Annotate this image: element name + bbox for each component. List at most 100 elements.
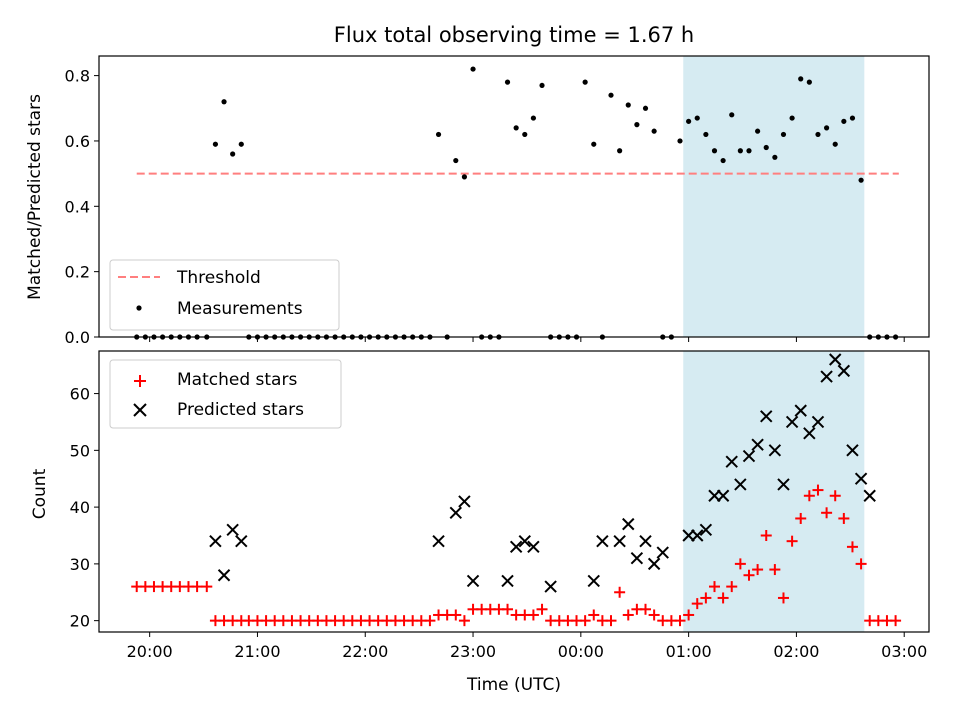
measurement-point [815, 131, 821, 138]
measurement-point [212, 141, 219, 147]
top-legend: Threshold Measurements [109, 259, 340, 331]
predicted-star-marker [760, 410, 773, 423]
measurement-point [686, 118, 692, 124]
measurement-point [703, 131, 709, 138]
measurement-point [504, 79, 511, 85]
matched-star-marker [191, 581, 203, 593]
predicted-star-marker [768, 444, 782, 457]
top-y-tick-label: 0.2 [65, 263, 90, 282]
measurement-point [513, 125, 519, 131]
matched-star-marker [605, 615, 617, 627]
matched-star-marker [777, 592, 789, 604]
measurement-point [634, 122, 640, 128]
measurement-point [755, 128, 761, 134]
measurement-point [720, 157, 726, 164]
predicted-star-marker [863, 489, 876, 502]
measurement-point [591, 141, 597, 147]
predicted-star-marker [846, 444, 859, 457]
matched-star-marker [201, 581, 213, 593]
top-y-ticks: 0.0 0.2 0.4 0.6 0.8 [65, 67, 99, 347]
matched-stars-layer [131, 484, 902, 627]
legend-measurements-swatch [136, 305, 142, 311]
predicted-star-marker [854, 472, 868, 485]
predicted-star-marker [226, 523, 239, 537]
measurement-point [780, 131, 787, 138]
matched-star-marker [588, 609, 600, 621]
top-y-tick-label: 0.8 [65, 67, 90, 86]
bottom-legend: Matched stars Predicted stars [109, 359, 342, 429]
matched-star-marker [708, 581, 720, 593]
matched-star-marker [760, 529, 772, 541]
measurement-point [642, 105, 649, 111]
measurement-point [522, 131, 528, 138]
matched-star-marker [648, 609, 660, 621]
predicted-stars-layer [209, 353, 876, 593]
bottom-y-tick-label: 60 [70, 385, 90, 404]
measurement-point [798, 76, 804, 82]
top-panel: 0.00.20.40.60.8 Matched/Predicted stars … [25, 55, 930, 347]
bottom-y-tick-label: 20 [70, 612, 90, 631]
predicted-star-marker [466, 574, 480, 588]
bottom-x-ticks: 20:00 21:00 22:00 23:00 00:00 01:00 02:00 03:00 [127, 632, 927, 661]
matched-star-marker [527, 609, 539, 621]
matched-star-marker [890, 615, 902, 627]
predicted-star-marker [630, 551, 644, 565]
predicted-star-marker [544, 580, 557, 593]
x-tick-label: 02:00 [773, 642, 819, 661]
top-x-ticks [149, 337, 905, 342]
predicted-star-marker [501, 574, 514, 588]
bottom-axes-frame [98, 350, 930, 633]
predicted-star-marker [209, 534, 222, 548]
top-span-highlight [683, 56, 865, 337]
matched-star-marker [640, 603, 652, 615]
measurement-point [841, 118, 847, 124]
bottom-y-tick-label: 30 [70, 555, 90, 574]
matched-star-marker [846, 541, 858, 553]
measurements-layer [134, 66, 899, 340]
matched-star-marker [752, 564, 764, 576]
matched-star-marker [838, 512, 850, 524]
top-y-axis-label: Matched/Predicted stars [25, 94, 45, 300]
measurement-point [470, 66, 476, 72]
predicted-star-marker [734, 478, 747, 491]
matched-star-marker [717, 592, 729, 604]
measurement-point [832, 141, 838, 147]
matched-star-marker [614, 586, 626, 598]
predicted-star-marker [716, 489, 730, 502]
bottom-span-highlight [683, 351, 865, 632]
predicted-star-marker [794, 404, 807, 417]
measurement-point [539, 82, 545, 89]
predicted-star-marker [785, 415, 799, 429]
matched-star-marker [683, 609, 695, 621]
predicted-star-marker [751, 438, 764, 451]
legend-measurements-label: Measurements [177, 299, 303, 319]
legend-predicted-label: Predicted stars [177, 400, 304, 420]
predicted-star-marker [217, 569, 231, 582]
measurement-point [806, 79, 812, 85]
predicted-star-marker [639, 534, 652, 548]
measurement-point [530, 115, 537, 121]
predicted-star-marker [742, 449, 756, 463]
x-tick-label: 20:00 [127, 642, 173, 661]
matched-star-marker [821, 507, 833, 519]
predicted-star-marker [837, 364, 851, 378]
top-y-tick-label: 0.0 [65, 328, 90, 347]
x-tick-label: 00:00 [558, 642, 604, 661]
matched-star-marker [458, 615, 470, 627]
predicted-star-marker [777, 478, 790, 491]
predicted-star-marker [596, 534, 609, 548]
measurement-point [711, 148, 718, 154]
measurement-point [221, 99, 227, 105]
measurement-point [453, 157, 459, 164]
predicted-star-marker [509, 540, 523, 554]
measurement-point [858, 177, 864, 183]
bottom-legend-box [109, 359, 342, 429]
matched-star-marker [622, 609, 634, 621]
top-axes-frame [98, 55, 930, 338]
x-tick-label: 03:00 [881, 642, 927, 661]
matched-star-marker [786, 535, 798, 547]
measurement-point [849, 115, 856, 121]
matched-star-marker [536, 603, 548, 615]
measurement-point [230, 151, 236, 157]
